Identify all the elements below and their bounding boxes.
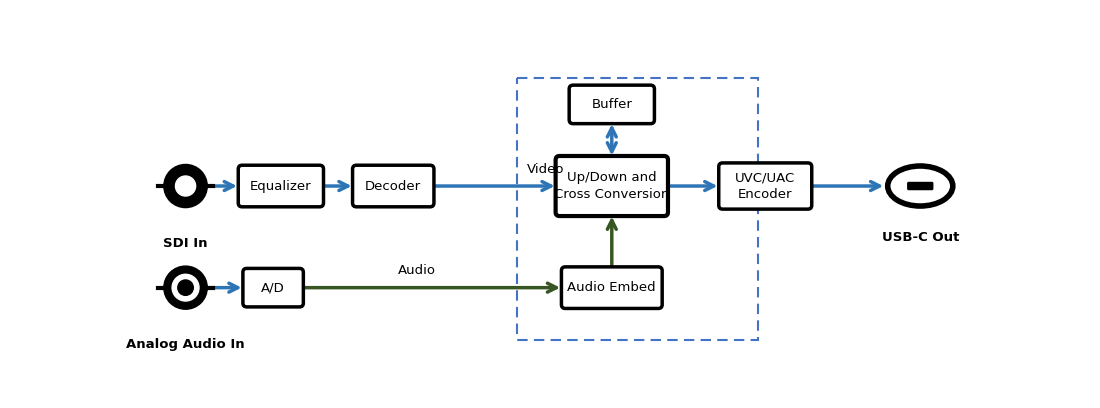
Circle shape xyxy=(172,274,199,301)
Text: Audio: Audio xyxy=(397,264,436,277)
Text: Equalizer: Equalizer xyxy=(250,180,311,193)
FancyBboxPatch shape xyxy=(561,267,662,308)
Bar xyxy=(517,78,758,340)
FancyBboxPatch shape xyxy=(239,165,323,207)
FancyBboxPatch shape xyxy=(353,165,433,207)
Text: USB-C Out: USB-C Out xyxy=(881,231,959,244)
Ellipse shape xyxy=(888,166,953,206)
Text: A/D: A/D xyxy=(262,281,285,294)
FancyBboxPatch shape xyxy=(718,163,812,209)
Text: Decoder: Decoder xyxy=(365,180,421,193)
FancyBboxPatch shape xyxy=(569,85,654,124)
FancyBboxPatch shape xyxy=(908,182,934,190)
Text: Audio Embed: Audio Embed xyxy=(568,281,656,294)
FancyBboxPatch shape xyxy=(243,268,304,307)
FancyBboxPatch shape xyxy=(556,156,668,216)
Circle shape xyxy=(178,280,194,295)
Circle shape xyxy=(164,164,207,208)
Text: SDI In: SDI In xyxy=(163,237,208,250)
Text: UVC/UAC
Encoder: UVC/UAC Encoder xyxy=(735,171,795,201)
Circle shape xyxy=(176,176,196,196)
Text: Video: Video xyxy=(527,163,564,176)
Circle shape xyxy=(164,266,207,309)
Text: Up/Down and
Cross Conversion: Up/Down and Cross Conversion xyxy=(554,171,670,201)
Text: Buffer: Buffer xyxy=(592,98,632,111)
Text: Analog Audio In: Analog Audio In xyxy=(126,339,245,351)
